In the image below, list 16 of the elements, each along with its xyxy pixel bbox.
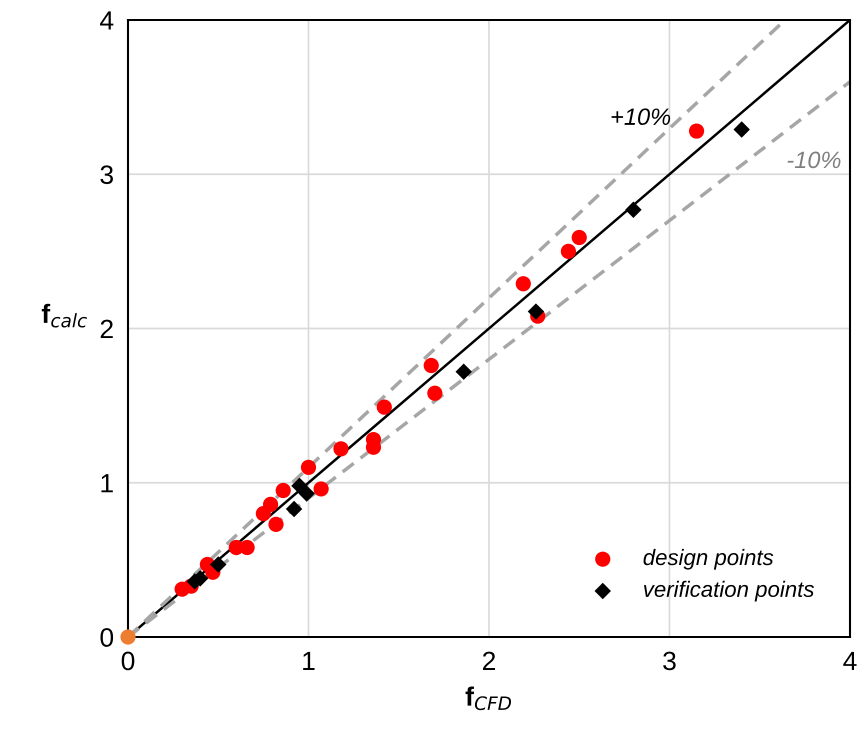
legend-label: design points	[644, 548, 774, 570]
x-axis-title: f$_{CFD}$	[466, 686, 512, 710]
x-tick-label: 2	[482, 652, 496, 670]
y-tick-label: 0	[100, 628, 114, 647]
x-tick-label: 0	[122, 652, 134, 670]
legend-label: verification points	[644, 580, 814, 602]
x-tick-label: 1	[303, 652, 315, 670]
y-tick-label: 1	[101, 474, 113, 492]
y-axis-title: f$_{calc}$	[42, 304, 87, 328]
annotation: +10%	[612, 108, 670, 126]
x-tick-label: 3	[663, 652, 676, 670]
x-tick-label: 4	[843, 652, 857, 670]
y-tick-label: 2	[100, 320, 113, 338]
annotation: -10%	[788, 152, 840, 168]
y-tick-label: 3	[100, 165, 113, 184]
y-tick-label: 4	[100, 11, 114, 30]
